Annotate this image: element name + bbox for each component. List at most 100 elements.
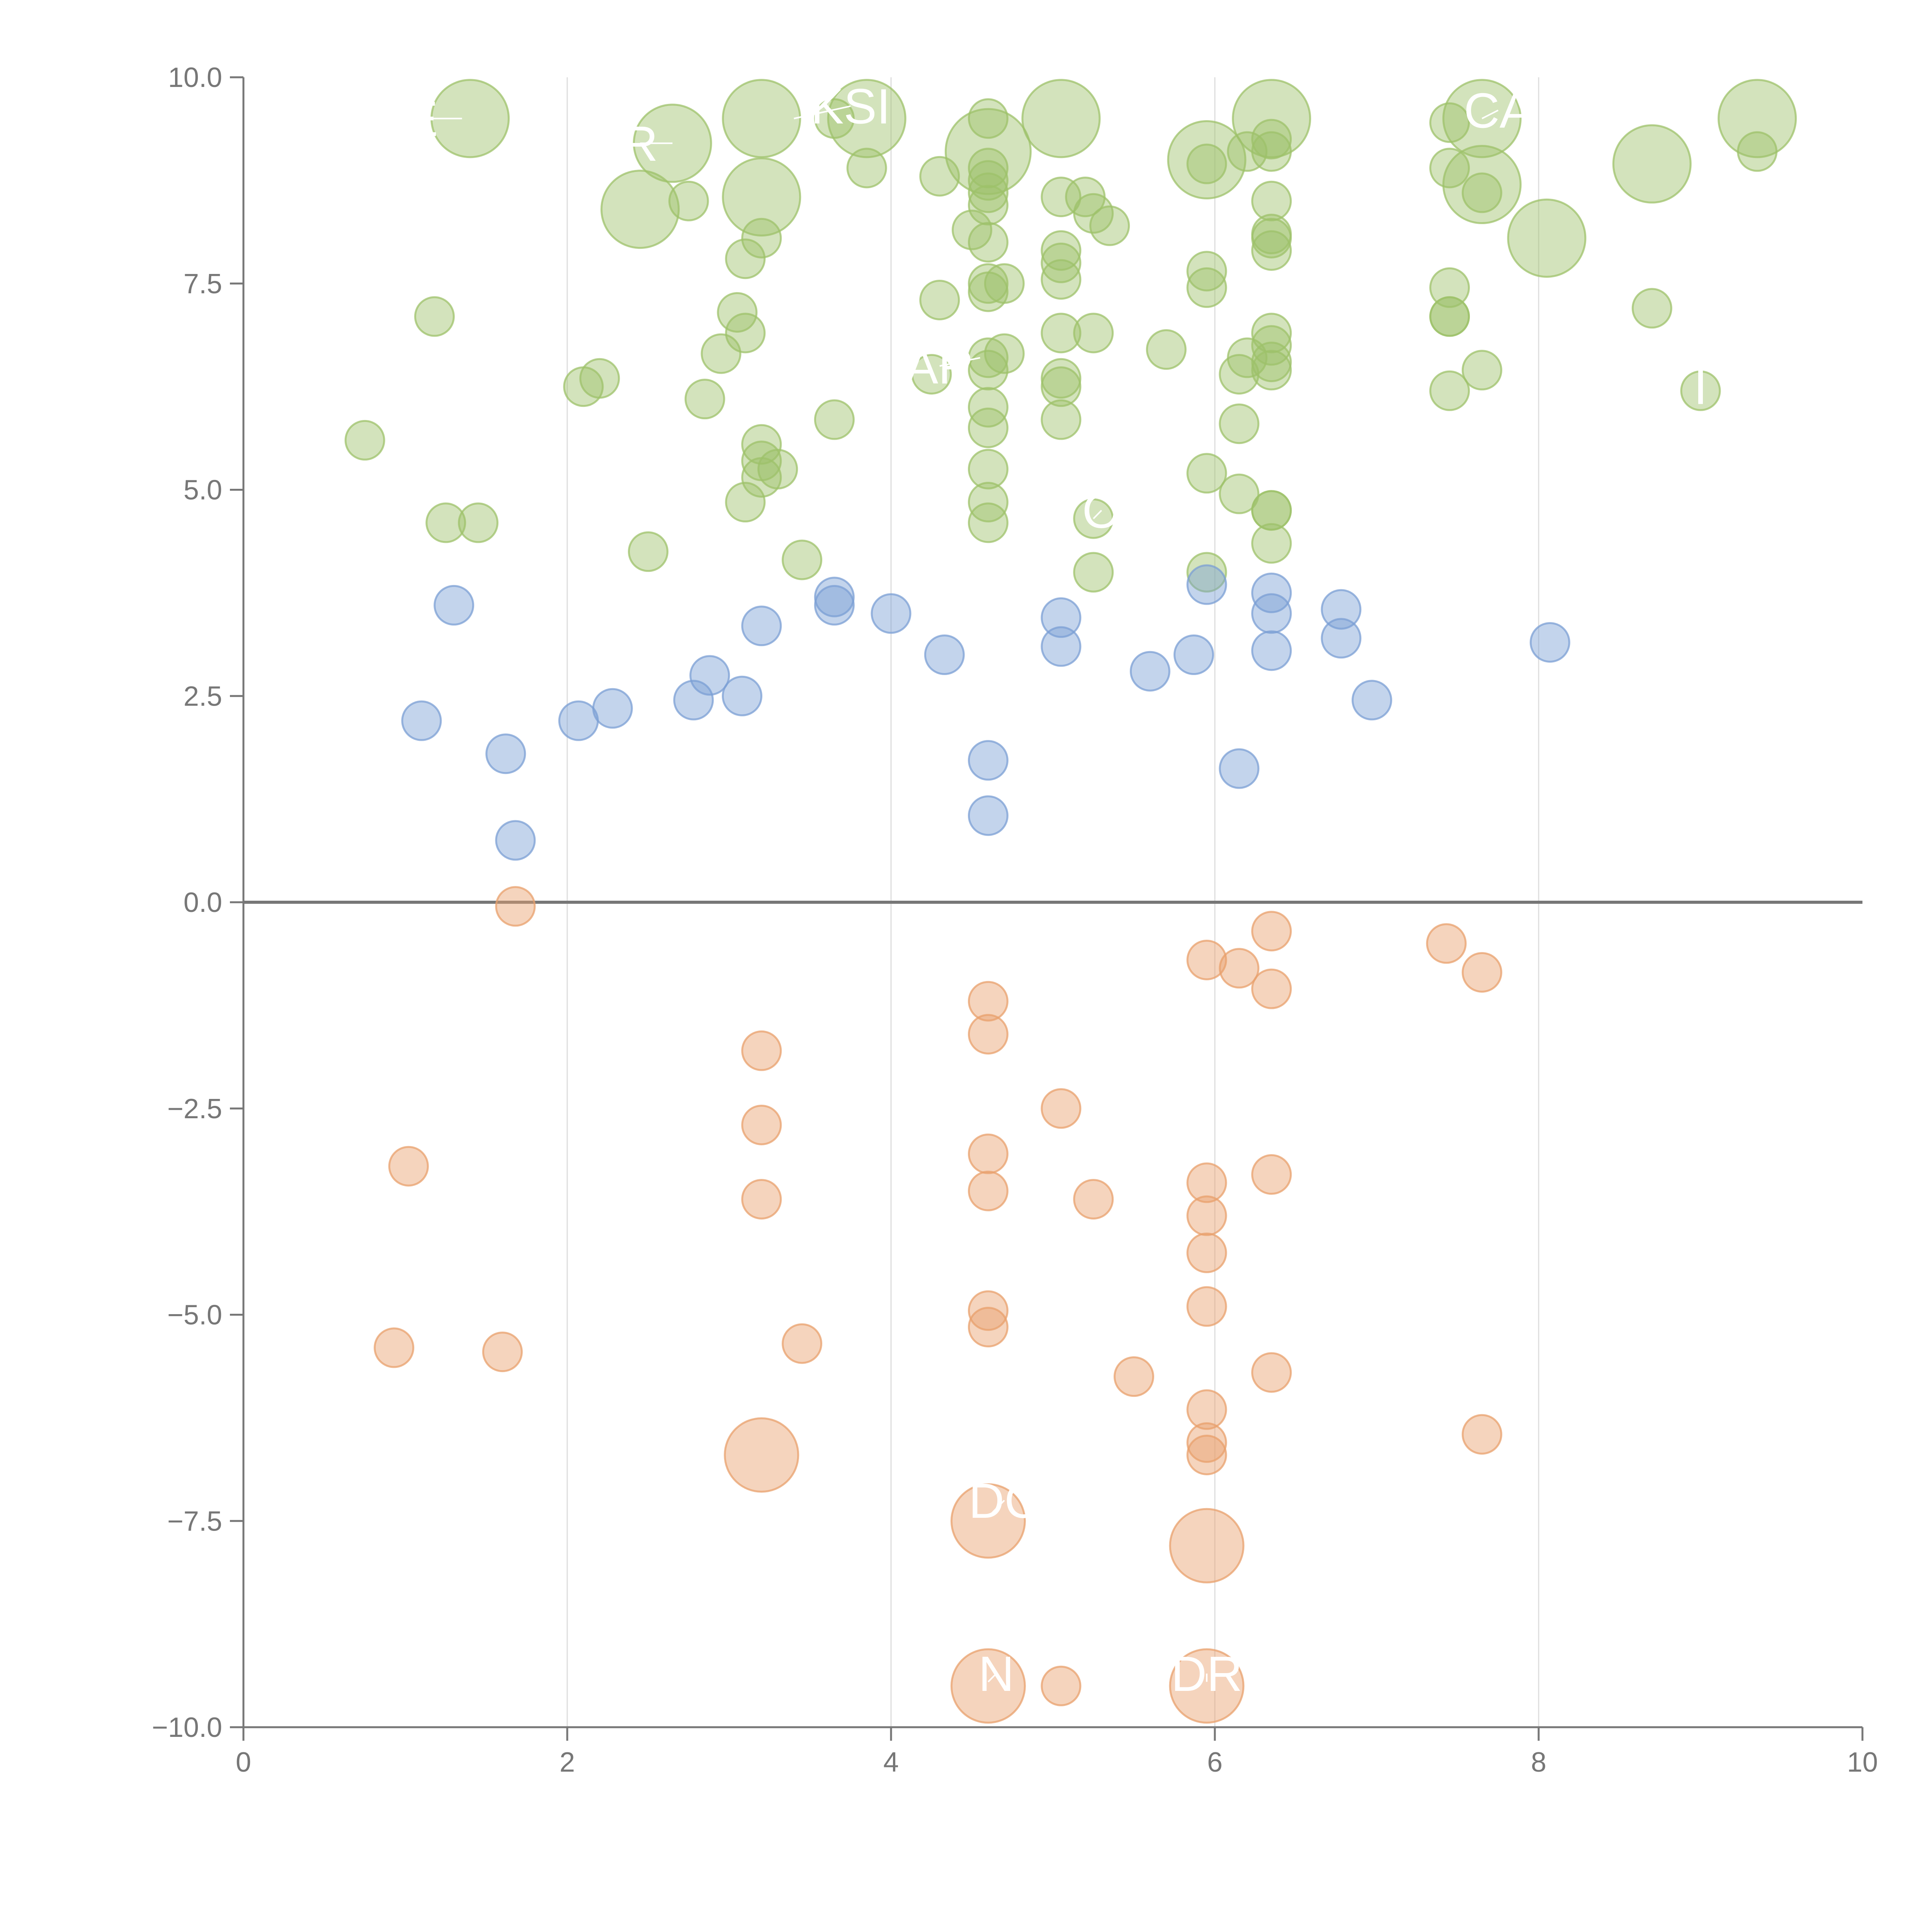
data-point	[1073, 1179, 1114, 1220]
data-point	[1251, 230, 1292, 271]
data-point	[968, 1170, 1009, 1211]
data-point	[968, 740, 1009, 781]
data-point	[1186, 453, 1227, 494]
data-point	[563, 366, 604, 407]
label-leader	[1481, 109, 1499, 119]
data-point	[1321, 589, 1362, 630]
data-point	[1041, 626, 1082, 667]
data-point	[968, 1014, 1009, 1055]
series-0	[344, 79, 1797, 593]
y-tick-label: 7.5	[184, 269, 222, 299]
data-point	[425, 502, 466, 543]
data-point	[846, 148, 887, 189]
label-leader	[987, 1673, 997, 1682]
data-point	[722, 675, 763, 716]
data-point	[968, 449, 1009, 490]
data-point	[1041, 399, 1082, 440]
data-point	[1251, 313, 1292, 354]
data-point	[344, 420, 385, 461]
data-point	[950, 1483, 1026, 1559]
bubble-series	[344, 79, 1797, 1724]
data-point	[1041, 242, 1082, 283]
data-point	[968, 482, 1009, 523]
y-tick-label: 0.0	[184, 887, 222, 918]
bubble-label: KSI	[811, 79, 890, 134]
data-point	[814, 577, 855, 617]
data-point	[1321, 618, 1362, 659]
data-point	[1186, 1195, 1227, 1236]
data-point	[1186, 1389, 1227, 1430]
data-point	[1718, 79, 1797, 158]
data-point	[684, 379, 725, 420]
data-point	[1461, 1414, 1502, 1455]
data-point	[968, 160, 1009, 201]
data-point	[1167, 120, 1247, 199]
data-point	[1186, 143, 1227, 184]
data-point	[924, 634, 965, 675]
data-point	[1186, 1286, 1227, 1327]
data-point	[1186, 1434, 1227, 1475]
label-leader	[939, 357, 980, 367]
data-point	[1186, 1232, 1227, 1273]
data-point	[1251, 119, 1292, 160]
data-point	[1251, 911, 1292, 952]
data-point	[1251, 1154, 1292, 1195]
data-point	[950, 1648, 1026, 1724]
data-point	[1186, 267, 1227, 308]
data-point	[919, 279, 960, 320]
data-point	[741, 605, 782, 646]
data-point	[628, 531, 668, 572]
data-point	[814, 98, 855, 139]
bubble-label: E	[405, 92, 438, 147]
data-point	[495, 820, 536, 861]
data-point	[968, 407, 1009, 448]
bubble-label: R	[622, 116, 658, 172]
data-point	[1251, 325, 1292, 366]
data-point	[1073, 193, 1114, 234]
data-point	[592, 688, 633, 729]
data-point	[1041, 259, 1082, 300]
data-point	[741, 1030, 782, 1071]
data-point	[1737, 131, 1778, 172]
bubble-label: O	[1082, 483, 1121, 539]
data-point	[871, 593, 912, 634]
data-point	[1429, 267, 1470, 308]
data-point	[968, 148, 1009, 189]
data-point	[1429, 102, 1470, 143]
data-point	[1227, 131, 1268, 172]
x-tick-label: 0	[236, 1747, 251, 1778]
data-point	[968, 1133, 1009, 1174]
data-point	[1429, 370, 1470, 411]
data-point	[968, 387, 1009, 428]
data-point	[944, 108, 1032, 195]
data-point	[1429, 296, 1470, 337]
data-point	[968, 263, 1009, 304]
y-tick-label: −2.5	[167, 1094, 222, 1124]
data-point	[414, 296, 455, 337]
data-point	[1251, 342, 1292, 383]
data-point	[741, 457, 782, 498]
data-point	[968, 350, 1009, 391]
data-point	[741, 424, 782, 465]
data-point	[1251, 350, 1292, 391]
series-2	[374, 886, 1502, 1724]
data-point	[968, 172, 1009, 213]
x-tick-label: 10	[1847, 1747, 1878, 1778]
data-point	[968, 1290, 1009, 1331]
data-point	[1173, 634, 1214, 675]
data-point	[1129, 651, 1170, 692]
data-point	[1251, 593, 1292, 634]
data-point	[724, 1417, 799, 1493]
data-point	[741, 218, 782, 259]
data-point	[485, 733, 526, 774]
data-point	[741, 1179, 782, 1220]
data-point	[458, 502, 499, 543]
bubble-labels: E R KSI CA AR O I DC N DR	[405, 79, 1708, 1702]
data-point	[968, 981, 1009, 1022]
bubble-label: AR	[905, 339, 974, 394]
data-point	[1169, 1508, 1245, 1583]
data-point	[1041, 230, 1082, 271]
data-point	[1251, 131, 1292, 172]
data-point	[782, 539, 823, 580]
data-point	[1251, 180, 1292, 221]
